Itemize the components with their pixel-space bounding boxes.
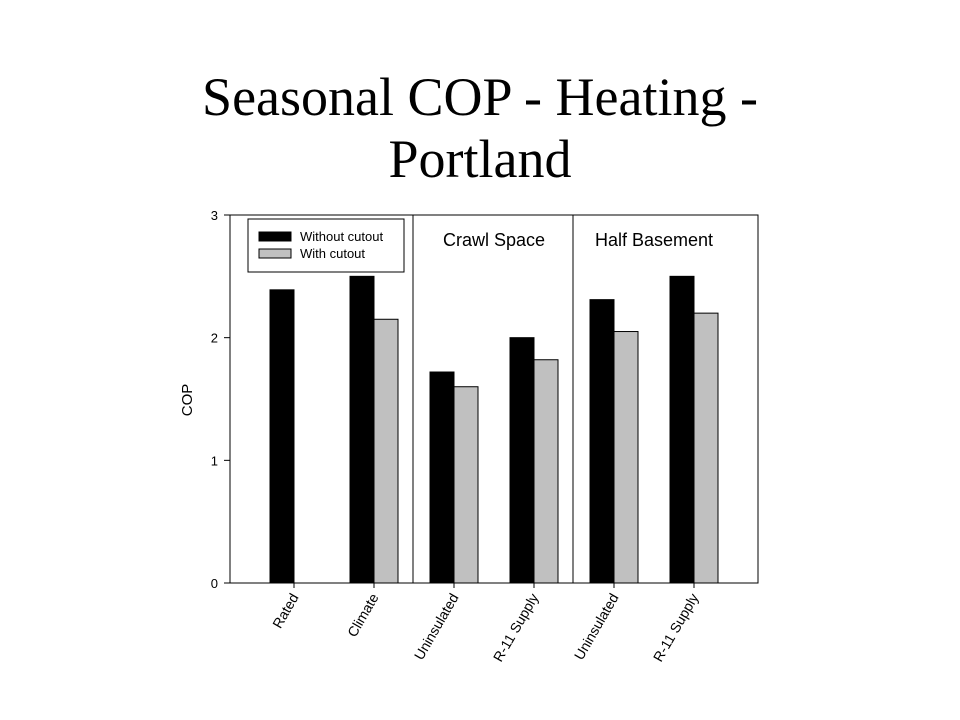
y-axis-label: COP [179, 384, 196, 417]
bar-without-cutout [589, 299, 615, 584]
group-label: Half Basement [595, 230, 713, 250]
bar-with-cutout [693, 312, 719, 584]
x-tick-label: R-11 Supply [650, 591, 702, 665]
x-tick-label: Climate [344, 590, 382, 639]
y-tick-label: 0 [211, 576, 218, 591]
page-title-line-2: Portland [388, 129, 572, 189]
legend-swatch [258, 248, 292, 259]
bar-without-cutout [669, 275, 695, 584]
bar-with-cutout [373, 318, 399, 584]
y-tick-label: 1 [211, 453, 218, 468]
bar-with-cutout [453, 386, 479, 584]
x-tick-label: Rated [269, 591, 302, 631]
page-title: Seasonal COP - Heating - Portland [0, 66, 960, 190]
bar-with-cutout [533, 359, 559, 584]
x-tick-label: Uninsulated [411, 591, 462, 663]
bar-without-cutout [509, 337, 535, 584]
bar-without-cutout [349, 275, 375, 584]
plot-frame [229, 214, 759, 584]
y-tick-label: 3 [211, 208, 218, 223]
bar-without-cutout [269, 289, 295, 584]
bar-with-cutout [613, 331, 639, 584]
page-title-line-1: Seasonal COP - Heating - [202, 67, 758, 127]
group-label: Crawl Space [443, 230, 545, 250]
y-tick-label: 2 [211, 331, 218, 346]
legend-box [247, 218, 405, 273]
legend-label: With cutout [300, 246, 365, 261]
x-tick-label: R-11 Supply [490, 591, 542, 665]
x-tick-label: Uninsulated [571, 591, 622, 663]
bar-without-cutout [429, 371, 455, 584]
legend-swatch [258, 231, 292, 242]
legend-label: Without cutout [300, 229, 383, 244]
